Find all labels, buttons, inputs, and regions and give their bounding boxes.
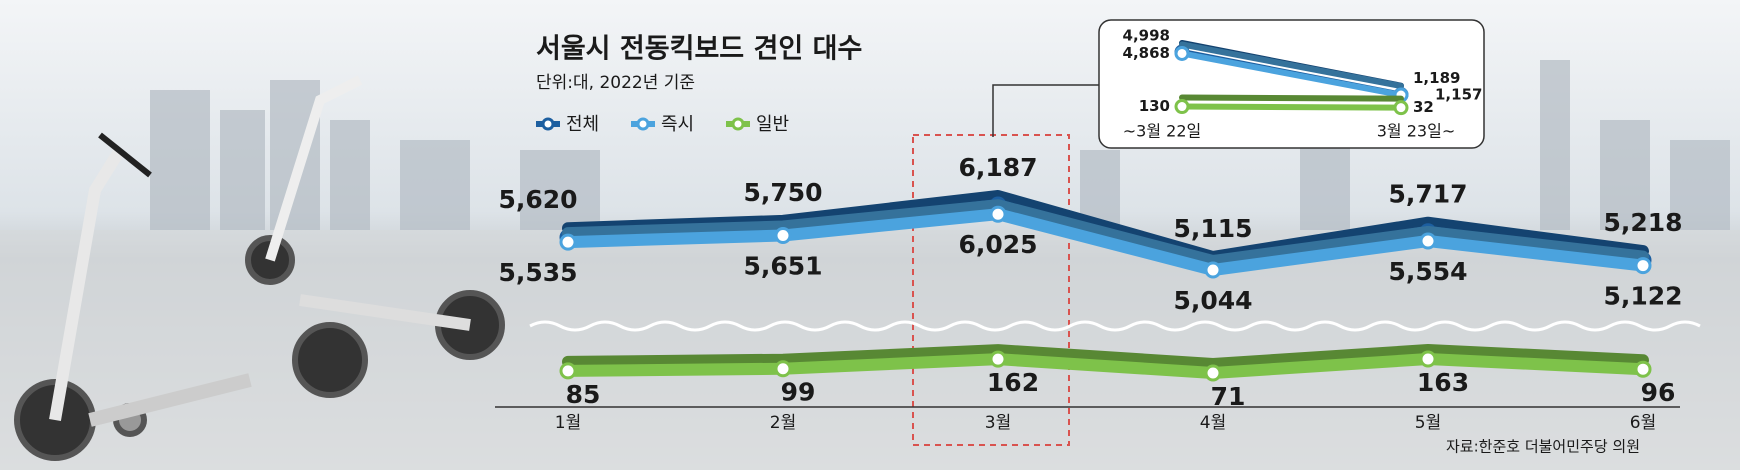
inset-x-label: 3월 23일~ xyxy=(1377,122,1455,141)
legend-marker xyxy=(541,117,555,131)
value-label: 6,187 xyxy=(958,153,1037,182)
point xyxy=(989,350,1007,368)
value-label: 96 xyxy=(1641,378,1676,407)
line xyxy=(1179,50,1404,99)
value-label: 5,620 xyxy=(498,185,577,214)
point xyxy=(774,226,792,244)
chart-subtitle: 단위:대, 2022년 기준 xyxy=(536,73,695,93)
scooter xyxy=(14,75,505,461)
value-label: 32 xyxy=(1413,98,1434,116)
value-label: 99 xyxy=(781,378,816,407)
value-label: 1,189 xyxy=(1413,69,1460,87)
value-label: 85 xyxy=(566,380,601,409)
line-shadow xyxy=(1179,94,1404,102)
legend-label: 전체 xyxy=(566,114,599,135)
point xyxy=(559,233,577,251)
value-label: 4,868 xyxy=(1123,44,1170,62)
legend-marker xyxy=(636,117,650,131)
value-label: 5,218 xyxy=(1603,208,1682,237)
x-tick-label: 6월 xyxy=(1630,413,1656,433)
point xyxy=(774,360,792,378)
value-label: 5,554 xyxy=(1388,257,1467,286)
line xyxy=(562,353,1649,379)
line xyxy=(1179,103,1404,111)
x-tick-label: 4월 xyxy=(1200,413,1226,433)
value-label: 5,651 xyxy=(743,251,822,280)
x-tick-label: 3월 xyxy=(985,413,1011,433)
value-label: 163 xyxy=(1417,368,1469,397)
line-shadow xyxy=(562,199,1649,267)
point xyxy=(1634,257,1652,275)
value-label: 130 xyxy=(1139,97,1170,115)
line xyxy=(562,208,1649,276)
point xyxy=(989,205,1007,223)
point xyxy=(1204,261,1222,279)
value-label: 5,122 xyxy=(1603,282,1682,311)
value-label: 5,717 xyxy=(1388,180,1467,209)
x-tick-label: 5월 xyxy=(1415,413,1441,433)
skyline xyxy=(150,60,1730,230)
inset-x-label: ~3월 22일 xyxy=(1123,122,1201,141)
legend-marker xyxy=(731,117,745,131)
value-label: 1,157 xyxy=(1435,86,1482,104)
point xyxy=(559,362,577,380)
highlight-box xyxy=(912,134,1070,446)
point xyxy=(1174,99,1190,115)
value-label: 71 xyxy=(1211,382,1246,411)
point xyxy=(1204,364,1222,382)
legend-label: 일반 xyxy=(756,114,789,135)
legend-label: 즉시 xyxy=(661,114,694,135)
point xyxy=(1419,350,1437,368)
value-label: 5,115 xyxy=(1173,214,1252,243)
value-label: 162 xyxy=(987,368,1039,397)
value-label: 5,750 xyxy=(743,178,822,207)
line-shadow xyxy=(1179,41,1404,90)
source: 자료:한준호 더불어민주당 의원 xyxy=(1446,438,1640,456)
chart-title: 서울시 전동킥보드 견인 대수 xyxy=(536,34,862,65)
leader-line xyxy=(992,84,1099,137)
point xyxy=(1419,232,1437,250)
point xyxy=(1174,45,1190,61)
value-label: 4,998 xyxy=(1123,27,1170,45)
value-label: 5,535 xyxy=(498,258,577,287)
x-tick-label: 2월 xyxy=(770,413,796,433)
line-shadow xyxy=(562,344,1649,370)
value-label: 6,025 xyxy=(958,230,1037,259)
x-tick-label: 1월 xyxy=(555,413,581,433)
axis-break xyxy=(529,320,1701,332)
point xyxy=(1634,360,1652,378)
point xyxy=(1393,100,1409,116)
value-label: 5,044 xyxy=(1173,286,1252,315)
